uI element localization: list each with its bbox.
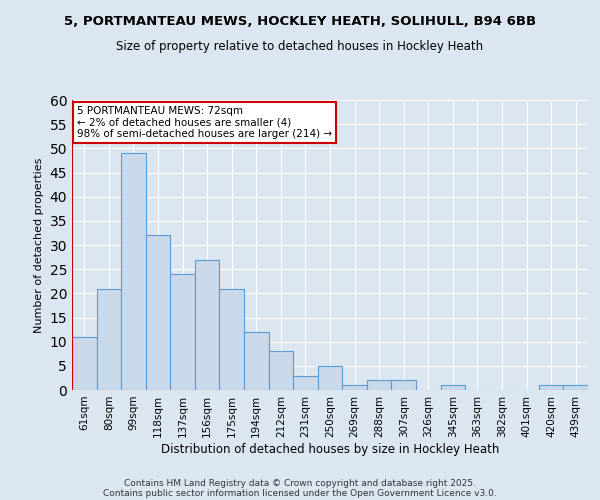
Bar (146, 236, 170, 390)
Bar (342, 385, 367, 390)
Bar (97, 288, 121, 390)
Bar (391, 380, 416, 390)
Bar (318, 366, 342, 390)
Text: 5, PORTMANTEAU MEWS, HOCKLEY HEATH, SOLIHULL, B94 6BB: 5, PORTMANTEAU MEWS, HOCKLEY HEATH, SOLI… (64, 15, 536, 28)
Bar (170, 274, 195, 390)
Bar (269, 352, 293, 390)
Bar (440, 385, 465, 390)
Y-axis label: Number of detached properties: Number of detached properties (34, 158, 44, 332)
Bar (121, 153, 146, 390)
Bar (563, 385, 588, 390)
X-axis label: Distribution of detached houses by size in Hockley Heath: Distribution of detached houses by size … (161, 442, 499, 456)
Text: Contains HM Land Registry data © Crown copyright and database right 2025.: Contains HM Land Registry data © Crown c… (124, 478, 476, 488)
Bar (367, 380, 391, 390)
Bar (244, 332, 269, 390)
Bar (72, 337, 97, 390)
Bar (539, 385, 563, 390)
Text: 5 PORTMANTEAU MEWS: 72sqm
← 2% of detached houses are smaller (4)
98% of semi-de: 5 PORTMANTEAU MEWS: 72sqm ← 2% of detach… (77, 106, 332, 139)
Text: Size of property relative to detached houses in Hockley Heath: Size of property relative to detached ho… (116, 40, 484, 53)
Text: Contains public sector information licensed under the Open Government Licence v3: Contains public sector information licen… (103, 488, 497, 498)
Bar (293, 376, 318, 390)
Bar (195, 260, 220, 390)
Bar (220, 288, 244, 390)
